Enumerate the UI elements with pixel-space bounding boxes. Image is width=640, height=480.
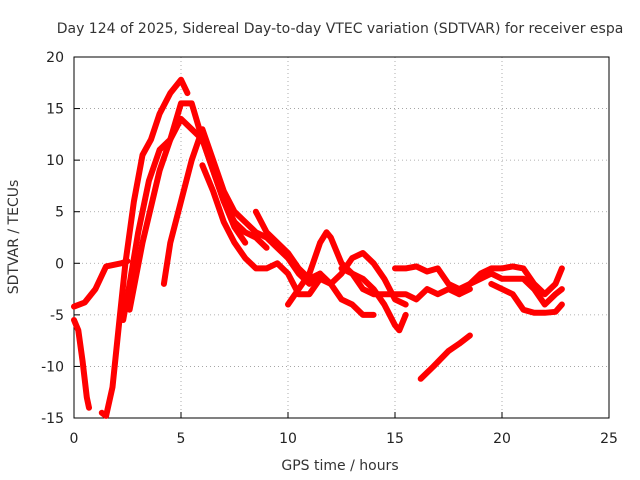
series-sat-13 — [456, 263, 565, 298]
series-sat-14 — [488, 280, 565, 316]
x-tick-label: 0 — [70, 431, 79, 447]
series-layer — [71, 76, 565, 419]
series-sat-4 — [120, 115, 249, 323]
series-sat-7 — [199, 162, 409, 308]
y-axis-label: SDTVAR / TECUs — [6, 180, 22, 295]
series-sat-2 — [71, 258, 131, 310]
plot-frame — [73, 56, 610, 419]
series-sat-3 — [98, 76, 191, 419]
y-tick-label: -15 — [41, 411, 64, 427]
x-tick-label: 10 — [279, 431, 297, 447]
x-tick-label: 15 — [386, 431, 404, 447]
y-tick-label: 20 — [46, 50, 64, 66]
y-tick-label: 0 — [55, 256, 64, 272]
x-tick-label: 20 — [493, 431, 511, 447]
series-sat-10 — [338, 265, 409, 334]
series-sat-11 — [392, 263, 565, 308]
series-sat-5 — [126, 100, 270, 313]
x-axis-ticks: 0 5 10 15 20 25 — [70, 412, 618, 447]
y-tick-label: 5 — [55, 205, 64, 221]
y-axis-ticks: -15 -10 -5 0 5 10 15 20 — [41, 50, 80, 427]
x-axis-label: GPS time / hours — [281, 458, 398, 474]
grid-lines — [74, 57, 609, 418]
series-sat-8 — [252, 208, 377, 318]
y-tick-label: -5 — [50, 308, 64, 324]
x-tick-label: 25 — [600, 431, 618, 447]
y-tick-label: 15 — [46, 102, 64, 118]
x-tick-label: 5 — [177, 431, 186, 447]
chart-title: Day 124 of 2025, Sidereal Day-to-day VTE… — [57, 21, 624, 37]
series-sat-12 — [417, 332, 473, 382]
y-tick-label: 10 — [46, 153, 64, 169]
series-sat-1 — [71, 317, 92, 411]
y-tick-label: -10 — [41, 359, 64, 375]
